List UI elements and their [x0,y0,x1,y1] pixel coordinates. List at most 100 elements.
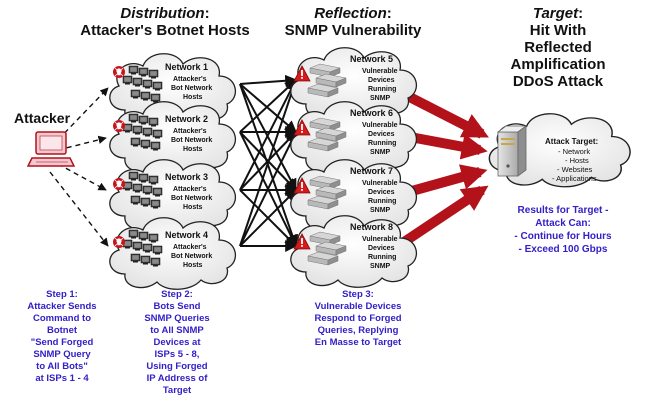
target-item: - Hosts [565,156,589,165]
target-item: - Applications [552,174,597,183]
warning-icon [293,233,311,250]
step-2-line: Devices at [153,337,201,348]
botnet-cloud-1: Network 1 Attacker's Bot Network Hosts [109,53,237,126]
botnet-name: Network 4 [165,230,208,240]
botnet-line-3: Hosts [183,204,203,211]
step-3-line: Vulnerable Devices [314,301,402,312]
reflection-header: Reflection: SNMP Vulnerability [268,5,438,39]
botnet-name: Network 1 [165,62,208,72]
results-line-3: - Continue for Hours [514,231,612,242]
query-arrow-1-to-5 [239,74,298,87]
reflector-line-4: SNMP [370,149,391,156]
step-1-line: Command to [32,313,92,324]
reflector-line-1: Vulnerable [362,236,398,243]
target-item: - Network [558,147,590,156]
command-line-4 [49,171,109,247]
warning-icon [293,177,311,194]
query-arrow-4-to-7 [239,189,297,247]
reflector-line-2: Devices [368,131,395,138]
target-line-3: Amplification [510,56,606,73]
reflector-line-1: Vulnerable [362,68,398,75]
botnet-line-3: Hosts [183,94,203,101]
step-1-line: Attacker Sends [27,301,97,312]
query-arrow-4-to-6 [239,130,297,247]
step-1-line: Botnet [46,325,78,336]
target-header: Target: Hit With Reflected Amplification… [478,5,638,90]
reflection-title: Reflection [314,5,387,22]
reflector-name: Network 8 [350,222,393,232]
distribution-header: Distribution: Attacker's Botnet Hosts [60,5,270,39]
step-1-line: "Send Forged [30,337,94,348]
step-1-line: to All Bots" [36,361,88,372]
results-line-2: Attack Can: [535,218,591,229]
target-box-title: Attack Target: [545,137,598,146]
step-1-line: at ISPs 1 - 4 [35,373,89,384]
botnet-line-1: Attacker's [173,186,207,193]
bot-skull-icon [113,120,125,132]
botnet-line-3: Hosts [183,146,203,153]
attacker-command-lines [49,87,109,247]
step-3-line: Step 3: [342,289,374,300]
reflector-line-3: Running [368,140,396,147]
step-2-line: ISPs 5 - 8, [154,349,200,360]
reflector-name: Network 5 [350,54,393,64]
botnet-line-1: Attacker's [173,244,207,251]
reflector-cloud-6: Network 6 Vulnerable Devices Running SNM… [290,101,418,174]
step-2-caption: Step 2: Bots Send SNMP Queries to All SN… [122,289,232,397]
target-server-icon [496,125,528,177]
reflector-line-4: SNMP [370,95,391,102]
warning-icon [293,65,311,82]
reflector-line-4: SNMP [370,263,391,270]
attacker-label: Attacker [14,110,71,126]
step-2-line: IP Address of [146,373,208,384]
target-line-1: Hit With [529,22,587,39]
target-title: Target [532,5,579,22]
step-2-line: Bots Send [153,301,201,312]
reflector-cloud-8: Network 8 Vulnerable Devices Running SNM… [290,215,418,288]
botnet-line-2: Bot Network [171,195,212,202]
step-2-line: to All SNMP [150,325,204,336]
bot-skull-icon [113,66,125,78]
attacker-computer-icon [26,131,76,167]
botnet-line-2: Bot Network [171,85,212,92]
target-line-2: Reflected [524,39,592,56]
target-item: - Websites [557,165,593,174]
step-2-line: Using Forged [146,361,208,372]
botnet-line-1: Attacker's [173,128,207,135]
botnet-line-2: Bot Network [171,137,212,144]
step-1-line: Step 1: [46,289,78,300]
reflector-cloud-5: Network 5 Vulnerable Devices Running SNM… [290,47,418,120]
botnet-cloud-3: Network 3 Attacker's Bot Network Hosts [109,159,237,232]
results-line-1: Results for Target - [517,205,609,216]
botnet-cloud-2: Network 2 Attacker's Bot Network Hosts [109,101,237,174]
reflection-colon: : [386,5,392,22]
query-arrow-4-to-5 [239,78,299,247]
distribution-subtitle: Attacker's Botnet Hosts [80,22,250,39]
distribution-colon: : [204,5,210,22]
botnet-name: Network 2 [165,114,208,124]
step-2-line: Step 2: [161,289,193,300]
step-1-caption: Step 1: Attacker Sends Command to Botnet… [4,289,120,385]
reflector-line-3: Running [368,198,396,205]
reflector-line-2: Devices [368,245,395,252]
distribution-title: Distribution [120,5,205,22]
step-3-line: En Masse to Target [314,337,402,348]
botnet-line-2: Bot Network [171,253,212,260]
step-2-line: Target [162,385,192,396]
reflector-line-1: Vulnerable [362,180,398,187]
reflected-arrows [389,83,489,255]
step-3-caption: Step 3: Vulnerable Devices Respond to Fo… [286,289,430,349]
botnet-name: Network 3 [165,172,208,182]
reflector-line-4: SNMP [370,207,391,214]
reflection-subtitle: SNMP Vulnerability [284,22,422,39]
step-2-line: SNMP Queries [144,313,210,324]
reflector-line-3: Running [368,86,396,93]
step-1-line: SNMP Query [33,349,91,360]
query-arrow-3-to-5 [239,78,297,191]
reflector-name: Network 6 [350,108,393,118]
step-3-line: Queries, Replying [317,325,399,336]
botnet-line-3: Hosts [183,262,203,269]
botnet-line-1: Attacker's [173,76,207,83]
query-arrow-1-to-6 [239,83,297,133]
target-line-4: DDoS Attack [512,73,604,90]
